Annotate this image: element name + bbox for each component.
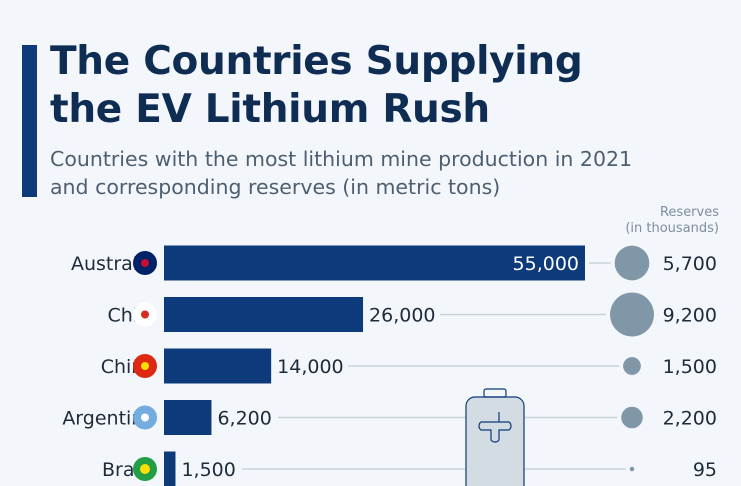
bar-china (164, 348, 272, 384)
bar-australia (164, 245, 585, 281)
bar-chile (164, 297, 364, 332)
production-label: 6,200 (217, 408, 271, 430)
reserve-bubble (623, 357, 641, 375)
bar-brazil (164, 451, 176, 486)
reserve-label: 5,700 (663, 253, 717, 275)
argentina-flag-icon (133, 405, 157, 430)
production-label: 55,000 (513, 253, 579, 275)
chart-subtitle: Countries with the most lithium mine pro… (50, 145, 632, 201)
reserve-label: 2,200 (663, 408, 717, 430)
production-label: 14,000 (277, 356, 343, 378)
reserve-bubble (614, 245, 650, 281)
reserve-bubble (621, 406, 643, 429)
plus-icon (478, 412, 512, 443)
country-label: Argentina (62, 408, 155, 430)
reserve-bubble (629, 466, 635, 472)
reserves-label-line-1: Reserves (659, 205, 719, 220)
reserve-label: 9,200 (663, 305, 717, 327)
brazil-flag-icon (133, 457, 157, 481)
reserve-bubble (610, 292, 654, 337)
bar-argentina (164, 400, 212, 435)
subtitle-line-1: Countries with the most lithium mine pro… (50, 147, 633, 171)
reserves-label: Reserves (in thousands) (625, 205, 719, 237)
battery-terminal-icon (483, 388, 507, 398)
chile-flag-icon (133, 302, 157, 327)
chart-title: The Countries Supplying the EV Lithium Ru… (50, 38, 583, 134)
reserve-label: 95 (693, 459, 717, 481)
title-accent-bar (22, 45, 37, 197)
production-label: 1,500 (181, 459, 235, 481)
title-line-2: the EV Lithium Rush (50, 87, 490, 132)
australia-flag-icon (133, 251, 157, 275)
production-label: 26,000 (369, 305, 435, 327)
subtitle-line-2: and corresponding reserves (in metric to… (50, 175, 501, 199)
china-flag-icon (133, 354, 157, 378)
reserves-label-line-2: (in thousands) (625, 221, 719, 236)
reserve-label: 1,500 (663, 356, 717, 378)
title-line-1: The Countries Supplying (50, 39, 583, 84)
